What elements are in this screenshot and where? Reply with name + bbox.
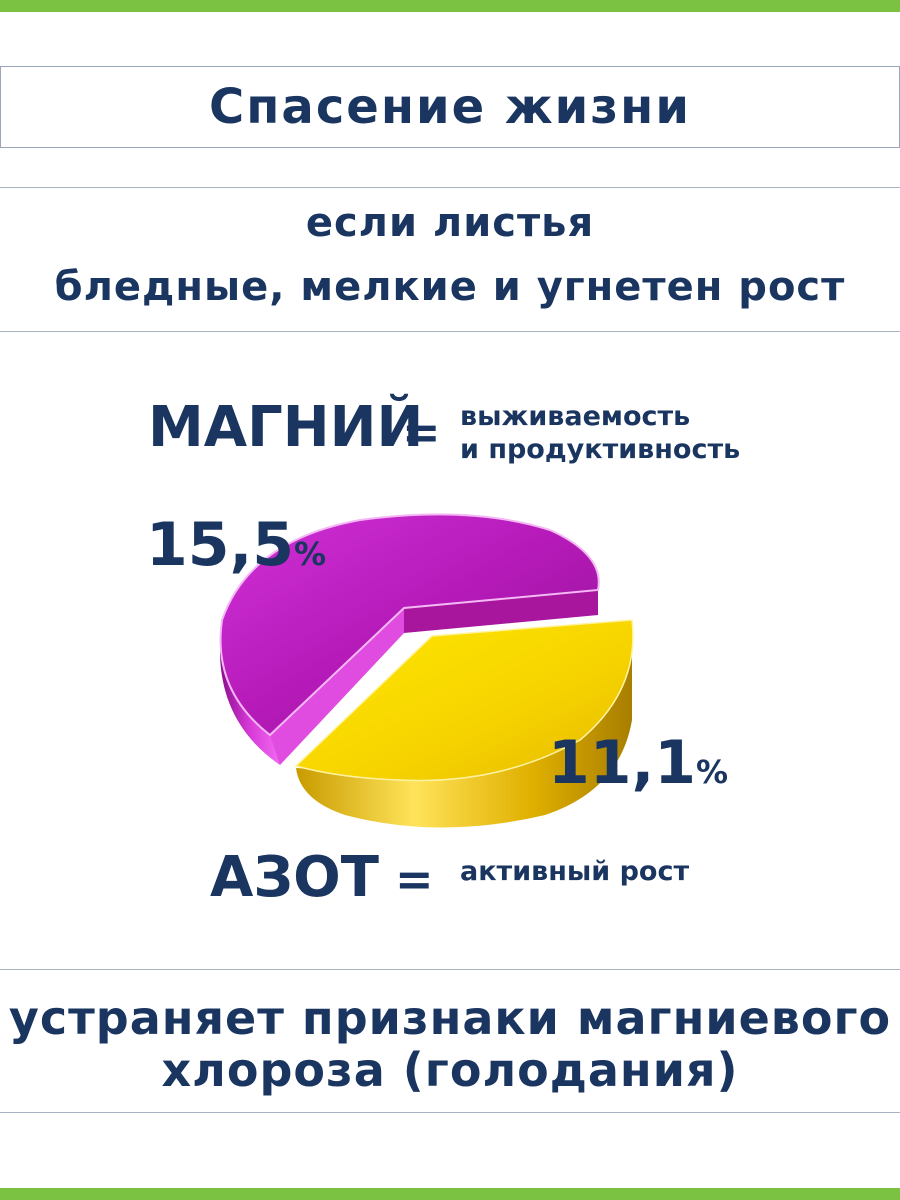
- title-box: Спасение жизни: [0, 66, 900, 148]
- magnesium-desc-line-1: выживаемость: [460, 401, 691, 432]
- divider: [0, 187, 900, 188]
- magnesium-percent-sign: %: [294, 535, 327, 573]
- magnesium-value-label: 15,5%: [146, 510, 326, 580]
- divider: [0, 331, 900, 332]
- divider: [0, 1112, 900, 1113]
- nitrogen-equals: =: [395, 852, 434, 906]
- nitrogen-value-label: 11,1%: [548, 728, 728, 798]
- bottom-accent-bar: [0, 1188, 900, 1200]
- condition-line-2: бледные, мелкие и угнетен рост: [54, 264, 846, 310]
- magnesium-equals: =: [402, 405, 441, 459]
- magnesium-value: 15,5: [146, 510, 295, 580]
- page-title: Спасение жизни: [209, 79, 691, 135]
- top-accent-bar: [0, 0, 900, 12]
- footer-line-2: хлороза (голодания): [161, 1043, 739, 1097]
- magnesium-slice: [219, 513, 600, 737]
- nitrogen-percent-sign: %: [696, 753, 729, 791]
- nitrogen-slice: [294, 619, 634, 782]
- footer-line-1: устраняет признаки магниевого: [8, 991, 892, 1045]
- magnesium-label: МАГНИЙ: [148, 395, 424, 460]
- nitrogen-label: АЗОТ: [210, 845, 379, 910]
- nitrogen-value: 11,1: [548, 728, 697, 798]
- divider: [0, 969, 900, 970]
- magnesium-slice-inner-wall: [404, 590, 598, 633]
- condition-line-1: если листья: [305, 200, 595, 246]
- magnesium-desc-line-2: и продуктивность: [460, 434, 741, 465]
- nitrogen-desc: активный рост: [460, 856, 690, 887]
- magnesium-slice-cut-wall: [270, 608, 404, 765]
